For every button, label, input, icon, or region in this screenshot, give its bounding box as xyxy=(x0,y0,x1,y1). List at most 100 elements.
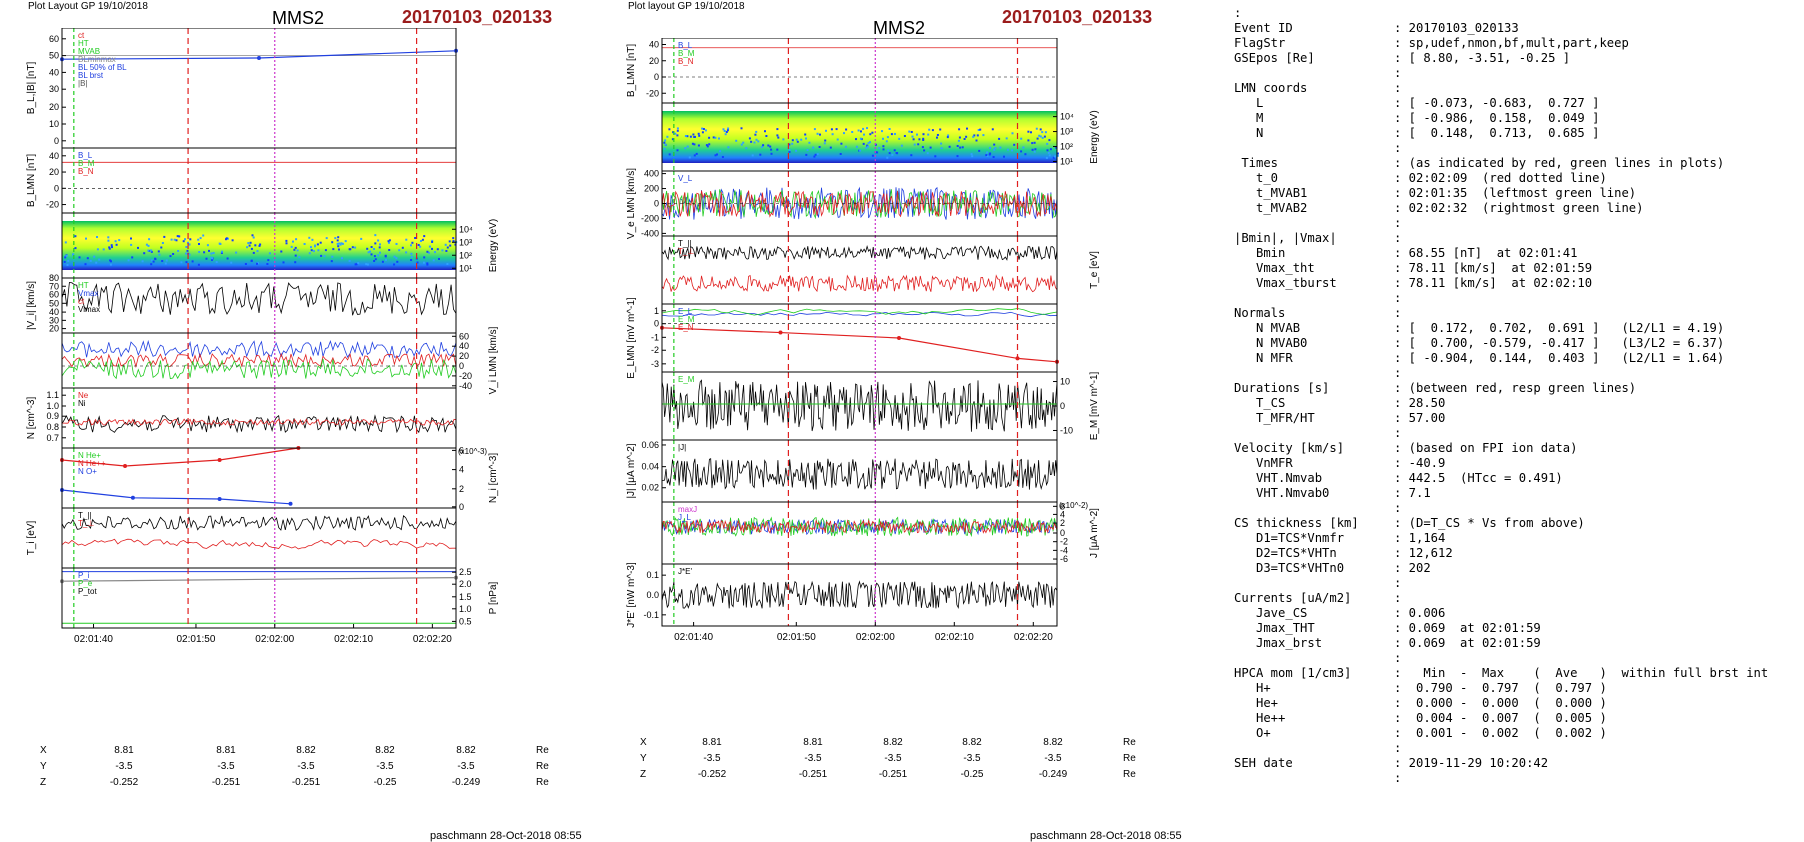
info-key: Normals xyxy=(1234,306,1286,320)
position-label: Y xyxy=(640,753,647,764)
y-tick-label: -10 xyxy=(1060,425,1073,435)
info-row: T_MFR/HT: 57.00 xyxy=(1234,411,1768,426)
info-row: T_CS : 28.50 xyxy=(1234,396,1768,411)
y-axis-label: P [nPa] xyxy=(488,581,499,614)
info-value: : 28.50 xyxy=(1394,396,1446,410)
y-tick-label: -1 xyxy=(651,332,659,342)
y-tick-label: 40 xyxy=(49,67,59,77)
y-tick-label: -4 xyxy=(1060,545,1068,555)
y-tick-label: 60 xyxy=(49,290,59,300)
x-tick-label: 02:02:10 xyxy=(935,632,974,643)
y-tick-label: 0.0 xyxy=(646,590,659,600)
y-tick-label: 2 xyxy=(1060,518,1065,528)
info-row: HPCA mom [1/cm3]: Min - Max ( Ave ) with… xyxy=(1234,666,1768,681)
y-tick-label: 80 xyxy=(49,273,59,283)
info-row: : xyxy=(1234,141,1768,156)
y-tick-label: 10⁴ xyxy=(1060,112,1074,122)
y-axis-label: N_i [cm^-3] xyxy=(488,453,499,503)
info-key: Jmax_THT xyxy=(1234,621,1315,635)
middle-panel-1: 40 20 0 -20 B_LMN [nT] B_LB_MB_N xyxy=(626,38,1058,104)
info-key: He+ xyxy=(1234,696,1279,710)
y-tick-label: 70 xyxy=(49,281,59,291)
legend-entry: P_e xyxy=(78,579,93,588)
y-axis-label: T_i [eV] xyxy=(26,521,37,556)
middle-layout-label: Plot layout GP 19/10/2018 xyxy=(628,1,745,12)
middle-panel-2: 10⁴ 10³ 10² 10¹ Energy (eV) xyxy=(661,102,1100,172)
legend-entry: P_i xyxy=(78,571,90,580)
info-row: : xyxy=(1234,771,1768,786)
info-value: : 78.11 [km/s] at 02:02:10 xyxy=(1394,276,1593,290)
position-label: Z xyxy=(640,769,647,780)
y-tick-label: 0.7 xyxy=(46,433,59,443)
info-key: D1=TCS*Vnmfr xyxy=(1234,531,1345,545)
left-event-title: 20170103_020133 xyxy=(402,7,553,27)
info-key: T_MFR/HT xyxy=(1234,411,1315,425)
info-key: Vmax_tht xyxy=(1234,261,1315,275)
position-value: -0.249 xyxy=(1038,769,1068,780)
y-tick-label: 0.06 xyxy=(641,440,659,450)
info-row: : xyxy=(1234,216,1768,231)
info-key: Jmax_brst xyxy=(1234,636,1323,650)
legend-entry: maxJ xyxy=(678,505,697,514)
y-tick-label: 0.1 xyxy=(646,570,659,580)
position-value: -0.249 xyxy=(451,777,481,788)
info-key: t_MVAB2 xyxy=(1234,201,1308,215)
position-row: X 8.81 8.81 8.82 8.82 8.82 Re xyxy=(640,737,1180,753)
y-tick-label: -20 xyxy=(46,200,59,210)
info-row: LMN coords: xyxy=(1234,81,1768,96)
legend-entry: B_N xyxy=(78,167,94,176)
y-tick-label: 0.02 xyxy=(641,483,659,493)
left-panel-3: 10⁴ 10³ 10² 10¹ Energy (eV) xyxy=(61,212,499,279)
left-panel-9: 2.5 2.0 1.5 1.0 0.5 P [nPa] P_iP_eP_tot xyxy=(60,567,499,629)
position-value: -3.5 xyxy=(963,753,981,764)
y-tick-label: 0 xyxy=(654,319,659,329)
y-tick-label: -3 xyxy=(651,359,659,369)
y-tick-label: 30 xyxy=(49,315,59,325)
info-row: |Bmin|, |Vmax|: xyxy=(1234,231,1768,246)
position-value: -3.5 xyxy=(1044,753,1062,764)
info-row: D1=TCS*Vnmfr: 1,164 xyxy=(1234,531,1768,546)
info-value: : xyxy=(1394,141,1402,155)
info-row: t_MVAB2: 02:02:32 (rightmost green line) xyxy=(1234,201,1768,216)
position-unit: Re xyxy=(1123,753,1136,764)
y-axis-label: B_L,|B| [nT] xyxy=(26,62,37,115)
legend-entry: B_L xyxy=(678,41,693,50)
info-row: GSEpos [Re]: [ 8.80, -3.51, -0.25 ] xyxy=(1234,51,1768,66)
info-row: He+: 0.000 - 0.000 ( 0.000 ) xyxy=(1234,696,1768,711)
position-value: 8.82 xyxy=(883,737,903,748)
left-panel-8: T_i [eV] T_||T_⊥ xyxy=(26,507,457,569)
left-footer: paschmann 28-Oct-2018 08:55 xyxy=(430,830,582,842)
info-key: Bmin xyxy=(1234,246,1286,260)
legend-entry: ct xyxy=(78,31,85,40)
info-row: t_MVAB1: 02:01:35 (leftmost green line) xyxy=(1234,186,1768,201)
info-key: T_CS xyxy=(1234,396,1286,410)
info-value: : [ -0.904, 0.144, 0.403 ] (L2/L1 = 1.64… xyxy=(1394,351,1725,365)
y-tick-label: 0 xyxy=(654,199,659,209)
left-layout-label: Plot Layout GP 19/10/2018 xyxy=(28,1,148,12)
info-value: : xyxy=(1394,501,1402,515)
info-row: : xyxy=(1234,576,1768,591)
legend-entry: T_⊥ xyxy=(78,519,94,528)
y-tick-label: 10⁴ xyxy=(459,224,473,234)
y-axis-label: |J| [μA m^-2] xyxy=(626,443,637,498)
legend-entry: E_M xyxy=(678,375,695,384)
position-value: -0.252 xyxy=(697,769,727,780)
y-axis-label: E_M [mV m^-1] xyxy=(1089,371,1100,440)
info-key: He++ xyxy=(1234,711,1286,725)
left-position-table: X 8.81 8.81 8.82 8.82 8.82 Re Y -3.5 -3.5 -3.5 -3.5… xyxy=(40,745,580,793)
info-value: : xyxy=(1394,306,1402,320)
legend-entry: ct xyxy=(78,297,85,306)
y-tick-label: 1.5 xyxy=(459,592,472,602)
y-tick-label: 10² xyxy=(1060,142,1073,152)
x-tick-label: 02:01:40 xyxy=(674,632,713,643)
info-key: LMN coords xyxy=(1234,81,1308,95)
info-value: : [ 0.700, -0.579, -0.417 ] (L3/L2 = 6.3… xyxy=(1394,336,1725,350)
info-row: D3=TCS*VHTn0: 202 xyxy=(1234,561,1768,576)
info-value: : sp,udef,nmon,bf,mult,part,keep xyxy=(1394,36,1629,50)
info-value: : 442.5 (HTcc = 0.491) xyxy=(1394,471,1563,485)
y-axis-label: Energy (eV) xyxy=(488,219,499,272)
position-row: Z -0.252 -0.251 -0.251 -0.25 -0.249 Re xyxy=(640,769,1180,785)
info-value: : [ -0.073, -0.683, 0.727 ] xyxy=(1394,96,1600,110)
